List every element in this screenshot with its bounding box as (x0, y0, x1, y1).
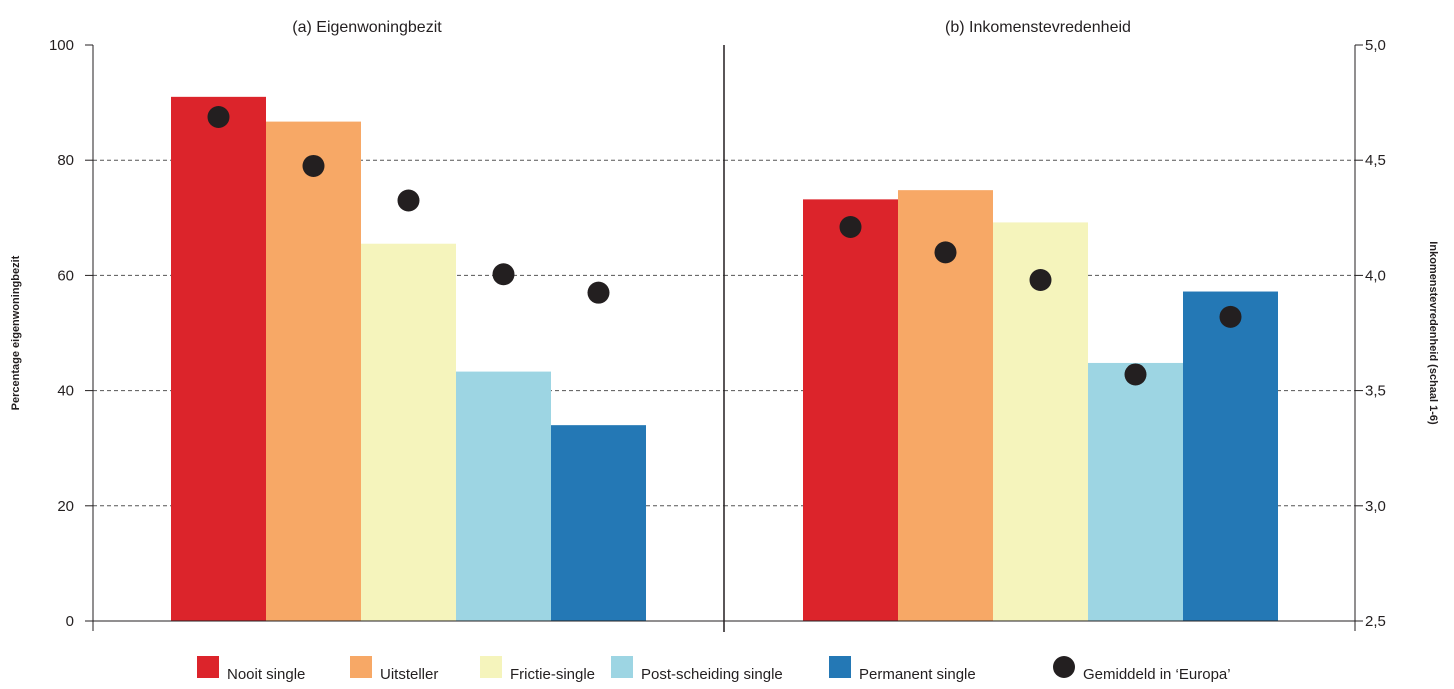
legend-item: Gemiddeld in ‘Europa’ (1053, 656, 1231, 683)
legend: Nooit single Uitsteller Frictie-single Post… (197, 656, 1231, 683)
bar-frictie-single (361, 243, 456, 621)
y-tick-label: 0 (66, 613, 74, 630)
legend-label: Frictie-single (510, 666, 595, 683)
average-marker (302, 154, 325, 177)
average-marker (207, 106, 230, 128)
legend-swatch (829, 656, 851, 678)
y-tick-label: 20 (57, 498, 74, 515)
bar-post-scheiding-single (456, 371, 551, 621)
bar-nooit-single (803, 199, 898, 622)
legend-label: Permanent single (859, 666, 976, 683)
left-axis-title: Percentage eigenwoningbezit (10, 255, 22, 410)
bar-permanent-single (1183, 291, 1278, 621)
average-marker (1219, 305, 1242, 328)
average-marker (1124, 363, 1147, 386)
legend-label: Post-scheiding single (641, 666, 783, 683)
bar-post-scheiding-single (1088, 362, 1183, 621)
legend-item: Permanent single (829, 656, 976, 683)
y-tick-label: 4,5 (1365, 152, 1386, 169)
legend-label: Gemiddeld in ‘Europa’ (1083, 666, 1231, 683)
average-marker (492, 263, 515, 286)
bar-uitsteller (266, 121, 361, 621)
legend-swatch (350, 656, 372, 678)
y-tick-label: 3,0 (1365, 498, 1386, 515)
legend-item: Frictie-single (480, 656, 595, 683)
bar-permanent-single (551, 425, 646, 621)
bars (171, 96, 1278, 622)
average-markers (207, 106, 1242, 386)
y-tick-label: 100 (49, 37, 74, 54)
legend-item: Uitsteller (350, 656, 438, 683)
tick-labels: 0 20 40 60 80 100 2,5 3,0 3,5 4,0 4,5 5,0 (49, 37, 1386, 631)
y-tick-label: 40 (57, 383, 74, 400)
legend-item: Post-scheiding single (611, 656, 783, 683)
y-tick-label: 60 (57, 267, 74, 284)
average-marker (934, 241, 957, 264)
average-marker (839, 216, 862, 239)
legend-item: Nooit single (197, 656, 305, 683)
average-marker (397, 189, 420, 212)
average-marker (1029, 269, 1052, 292)
legend-swatch (480, 656, 502, 678)
panel-a-title: (a) Eigenwoningbezit (292, 19, 442, 36)
y-tick-label: 5,0 (1365, 37, 1386, 54)
bar-nooit-single (171, 96, 266, 622)
average-marker (587, 281, 610, 304)
y-tick-label: 4,0 (1365, 267, 1386, 284)
legend-marker-circle (1053, 656, 1075, 678)
panel-b-title: (b) Inkomenstevredenheid (945, 19, 1131, 36)
legend-swatch (197, 656, 219, 678)
y-tick-label: 3,5 (1365, 383, 1386, 400)
legend-swatch (611, 656, 633, 678)
legend-label: Uitsteller (380, 666, 438, 683)
y-tick-label: 80 (57, 152, 74, 169)
y-tick-label: 2,5 (1365, 613, 1386, 630)
legend-label: Nooit single (227, 666, 305, 683)
right-axis-title: Inkomenstevredenheid (schaal 1-6) (1427, 241, 1439, 425)
